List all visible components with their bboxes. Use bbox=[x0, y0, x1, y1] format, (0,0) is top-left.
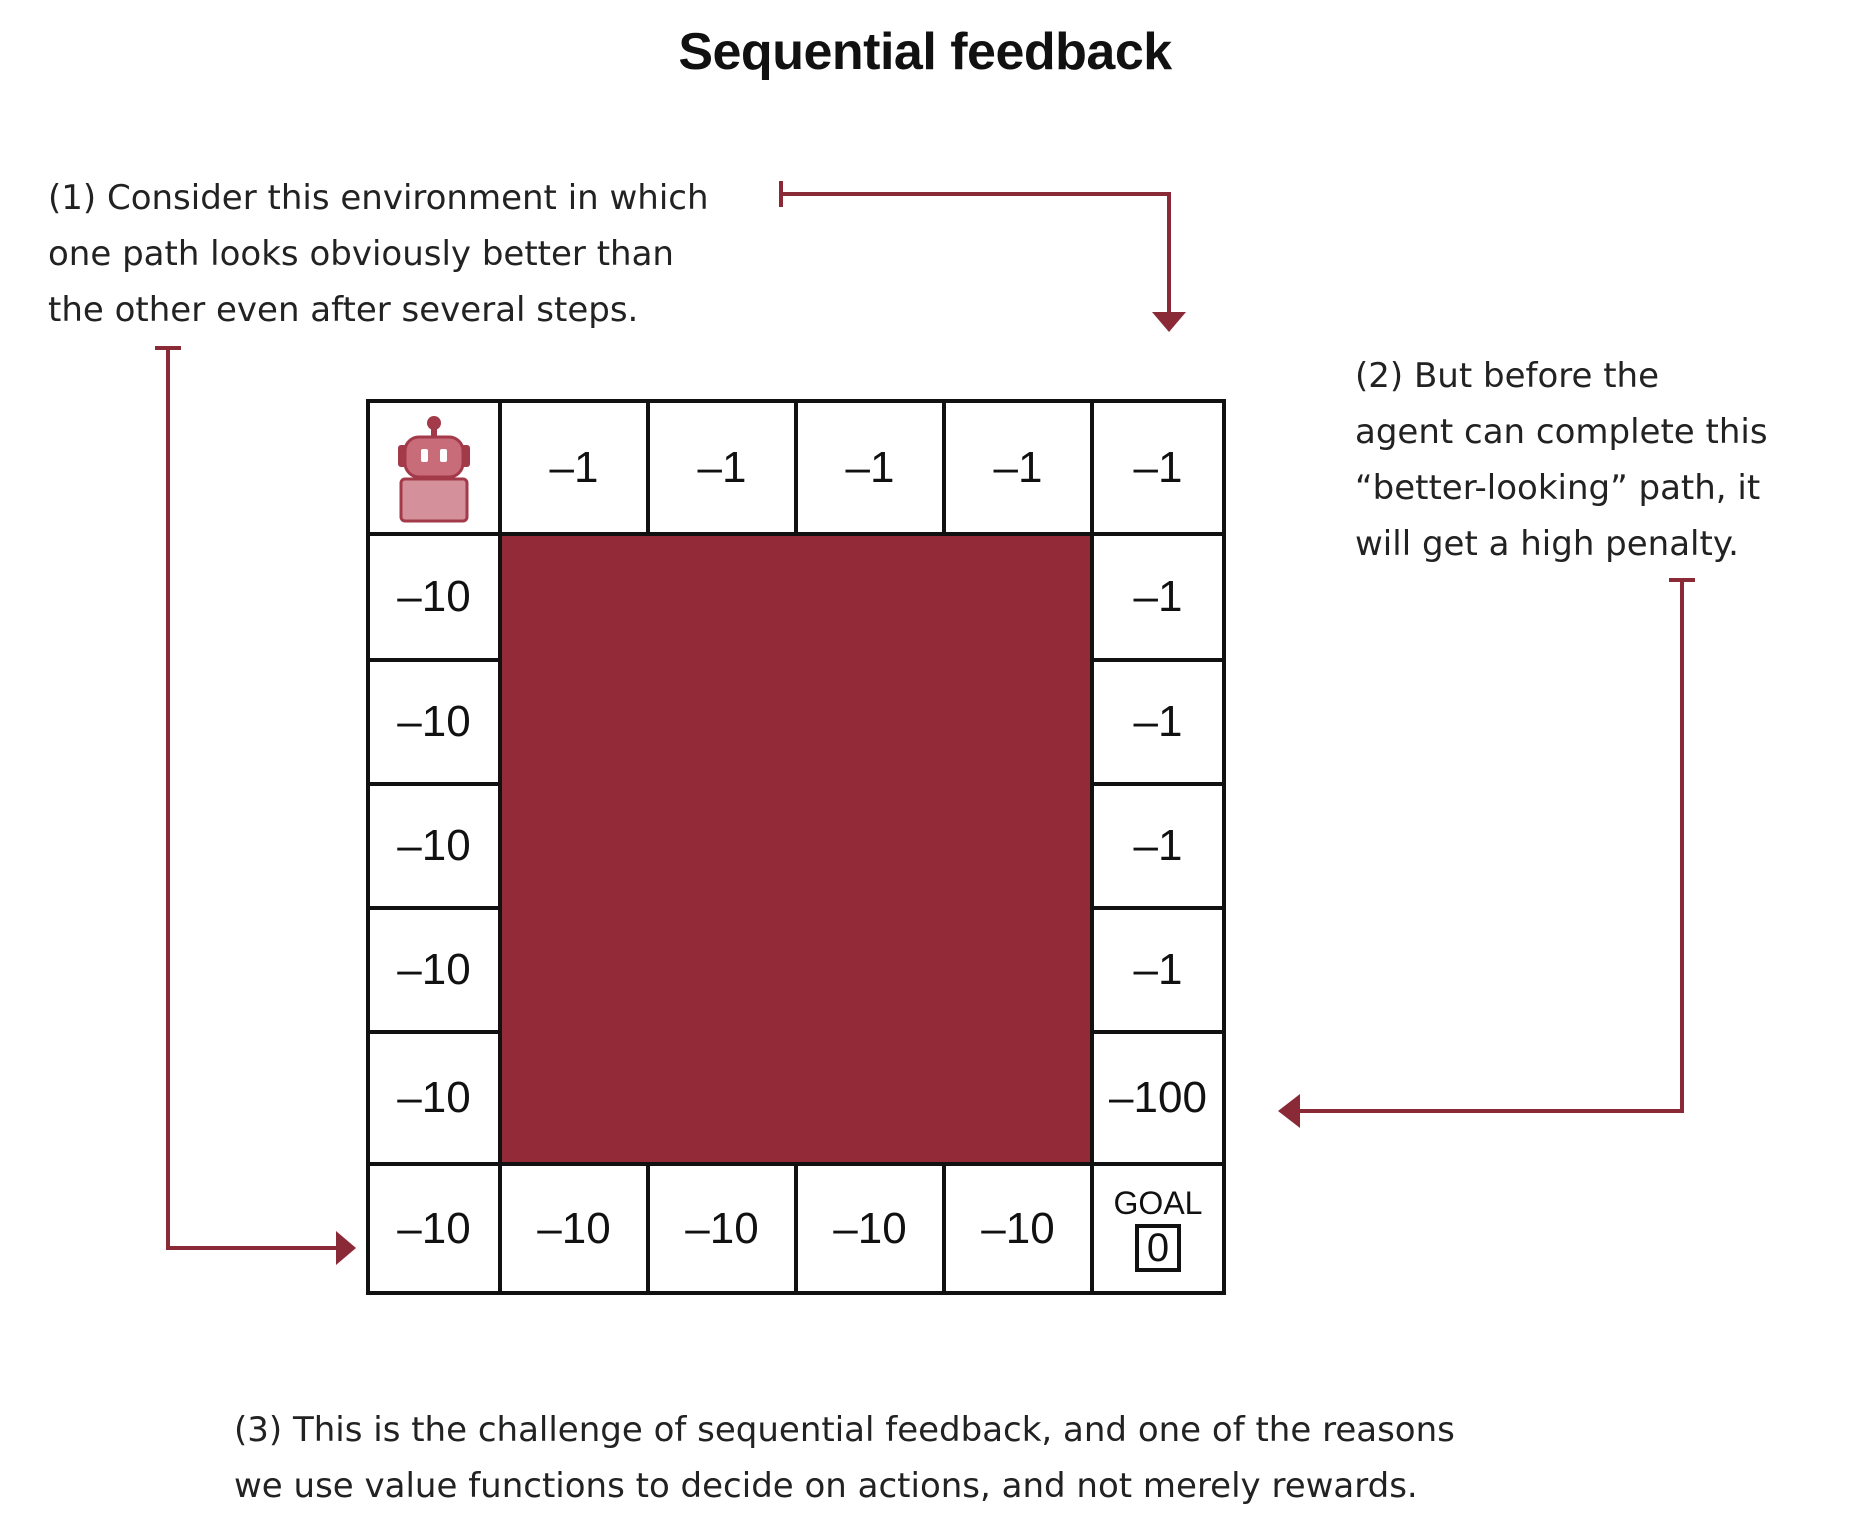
reward-cell: –1 bbox=[1090, 399, 1226, 536]
goal-cell: GOAL 0 bbox=[1090, 1162, 1226, 1295]
arrow-3 bbox=[155, 346, 356, 1265]
annotation-3-line: (3) This is the challenge of sequential … bbox=[234, 1410, 1455, 1450]
penalty-cell: –100 bbox=[1090, 1030, 1226, 1166]
annotation-3: (3) This is the challenge of sequential … bbox=[234, 1402, 1455, 1514]
annotation-1-line: (1) Consider this environment in which bbox=[48, 178, 709, 218]
goal-value: 0 bbox=[1134, 1223, 1182, 1272]
annotation-2-line: will get a high penalty. bbox=[1355, 524, 1739, 564]
arrow-2 bbox=[1278, 578, 1695, 1128]
reward-cell: –10 bbox=[366, 906, 502, 1034]
annotation-1-line: the other even after several steps. bbox=[48, 290, 639, 330]
goal-label: GOAL bbox=[1113, 1184, 1203, 1221]
reward-cell: –10 bbox=[942, 1162, 1094, 1295]
grid-world: –1 –1 –1 –1 –1 –10 –10 –10 –10 –10 –1 –1… bbox=[366, 399, 1226, 1295]
annotation-3-line: we use value functions to decide on acti… bbox=[234, 1466, 1418, 1506]
annotation-2-line: agent can complete this bbox=[1355, 412, 1768, 452]
reward-cell: –10 bbox=[794, 1162, 946, 1295]
arrow-1 bbox=[779, 181, 1186, 332]
reward-cell: –10 bbox=[366, 658, 502, 786]
reward-cell: –10 bbox=[366, 532, 502, 662]
reward-cell: –1 bbox=[498, 399, 650, 536]
annotation-2-line: (2) But before the bbox=[1355, 356, 1660, 396]
annotation-1-line: one path looks obviously better than bbox=[48, 234, 674, 274]
robot-icon bbox=[398, 415, 470, 522]
blocked-area bbox=[498, 532, 1094, 1166]
reward-cell: –10 bbox=[366, 1162, 502, 1295]
reward-cell: –1 bbox=[1090, 532, 1226, 662]
annotation-2: (2) But before the agent can complete th… bbox=[1355, 348, 1768, 572]
page-title: Sequential feedback bbox=[678, 23, 1172, 81]
reward-cell: –1 bbox=[794, 399, 946, 536]
annotation-2-line: “better-looking” path, it bbox=[1355, 468, 1761, 508]
annotation-1: (1) Consider this environment in which o… bbox=[48, 170, 709, 338]
reward-cell: –10 bbox=[646, 1162, 798, 1295]
